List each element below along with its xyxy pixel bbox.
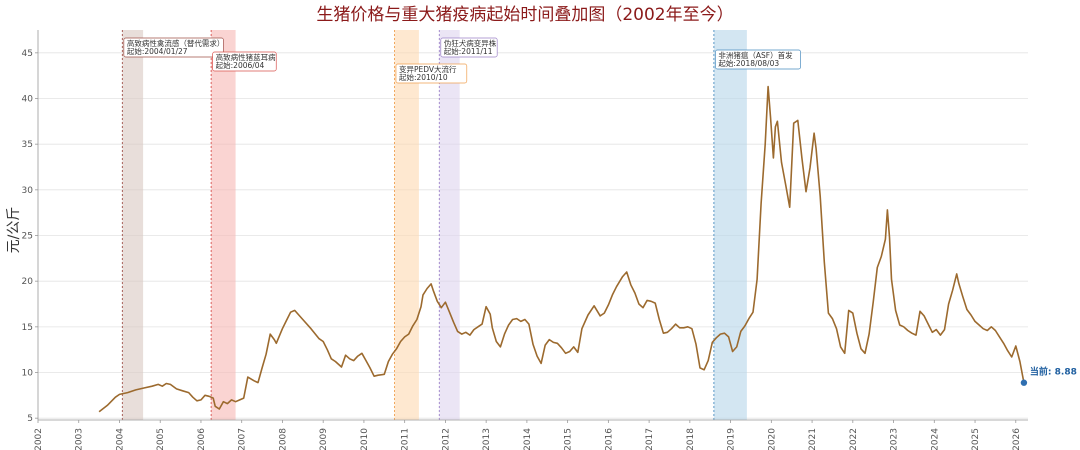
x-tick-label: 2016 (604, 428, 614, 450)
annotation-title: 变异PEDV大流行 (399, 64, 457, 74)
current-value-label: 当前: 8.88 (1030, 366, 1077, 378)
annotation-box (715, 49, 801, 70)
y-tick-label: 35 (22, 140, 33, 150)
x-tick-label: 2015 (564, 428, 574, 450)
x-tick-label: 2024 (930, 428, 940, 450)
event-annotation: 高致病性禽流感（替代需求）起始:2004/01/27 (123, 37, 225, 58)
event-bands (121, 30, 747, 420)
current-point (1020, 379, 1028, 386)
x-tick-label: 2012 (441, 428, 451, 450)
x-tick-label: 2013 (482, 428, 492, 450)
x-tick-label: 2008 (278, 428, 288, 450)
y-tick-label: 30 (22, 186, 34, 196)
x-tick-label: 2026 (1012, 428, 1022, 450)
x-tick-label: 2010 (360, 428, 370, 450)
x-tick-label: 2004 (115, 428, 125, 450)
chart-title: 生猪价格与重大猪疫病起始时间叠加图（2002年至今） (316, 5, 733, 25)
x-tick-label: 2011 (401, 428, 411, 450)
annotation-date: 起始:2018/08/03 (718, 58, 779, 68)
x-tick-label: 2020 (767, 428, 777, 450)
y-tick-label: 10 (22, 369, 34, 379)
x-tick-label: 2025 (971, 428, 981, 450)
current-marker-group: 当前: 8.88 (1020, 366, 1077, 386)
annotation-title: 高致病性猪蓝耳病 (216, 52, 276, 62)
annotation-title: 高致病性禽流感（替代需求） (127, 38, 225, 48)
y-tick-label: 25 (22, 232, 33, 242)
x-tick-label: 2019 (727, 428, 737, 450)
y-tick-label: 20 (22, 277, 34, 287)
x-tick-label: 2003 (75, 428, 85, 450)
annotation-box (395, 63, 468, 84)
series-layer (98, 85, 1025, 413)
annotation-date: 起始:2010/10 (399, 72, 448, 82)
event-band (713, 30, 747, 420)
x-tick-label: 2006 (197, 428, 207, 450)
x-tick-label: 2007 (238, 428, 248, 450)
annotation-title: 非洲猪瘟（ASF）首发 (718, 50, 793, 60)
y-axis-label: 元/公斤 (6, 207, 22, 254)
y-tick-label: 15 (22, 323, 33, 333)
x-tick-label: 2022 (849, 428, 859, 450)
x-tick-label: 2009 (319, 428, 329, 450)
annotation-date: 起始:2011/11 (444, 46, 493, 56)
annotation-title: 伪狂犬病变异株 (444, 38, 497, 48)
event-band (122, 30, 144, 420)
annotation-box (123, 37, 224, 58)
x-tick-label: 2023 (890, 428, 900, 450)
event-band (439, 30, 460, 420)
x-tick-label: 2002 (34, 428, 44, 450)
annotation-box (440, 37, 498, 58)
event-annotations: 高致病性禽流感（替代需求）起始:2004/01/27高致病性猪蓝耳病起始:200… (123, 37, 801, 84)
y-tick-label: 40 (22, 95, 34, 105)
grid (38, 52, 1028, 419)
x-tick-label: 2005 (156, 428, 166, 450)
x-tick-label: 2017 (645, 428, 655, 450)
event-band (211, 30, 236, 420)
annotation-date: 起始:2004/01/27 (127, 46, 188, 56)
event-band (394, 30, 419, 420)
annotation-box (212, 51, 277, 72)
annotation-date: 起始:2006/04 (216, 60, 265, 70)
x-tick-label: 2018 (686, 428, 696, 450)
y-tick-label: 5 (27, 414, 33, 424)
x-tick-label: 2014 (523, 428, 533, 450)
price-line (98, 85, 1025, 413)
y-tick-label: 45 (22, 49, 33, 59)
x-tick-label: 2021 (808, 428, 818, 450)
